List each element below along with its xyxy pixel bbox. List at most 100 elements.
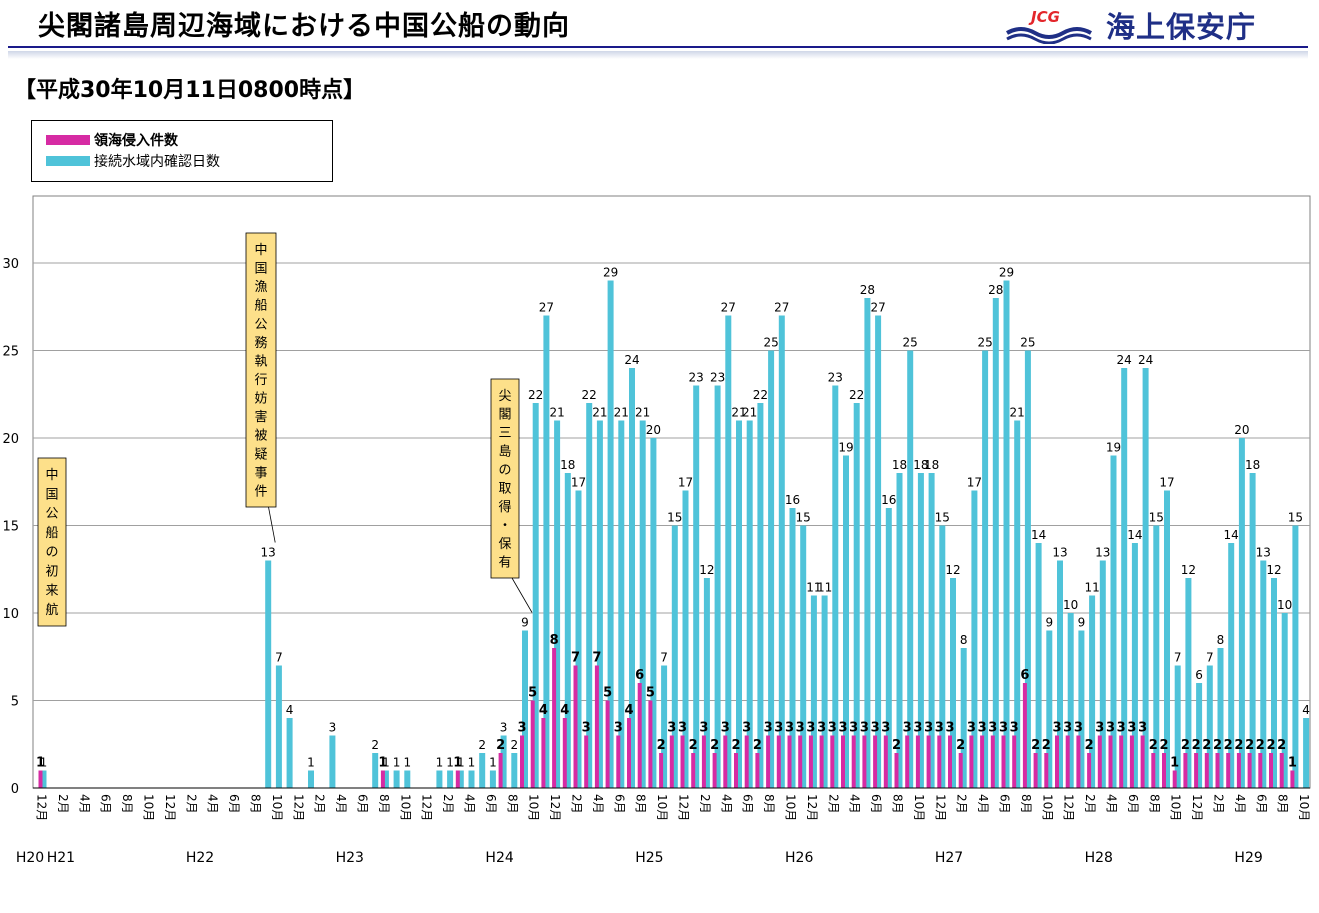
data-label-contiguous: 12	[945, 563, 960, 577]
bar-contiguous	[661, 665, 668, 788]
bar-contiguous	[1099, 560, 1106, 788]
bar-contiguous	[982, 350, 989, 788]
bar-intrusion	[530, 700, 535, 788]
bar-intrusion	[1129, 735, 1134, 788]
x-tick-label: 12月	[805, 794, 819, 821]
bar-contiguous	[853, 403, 860, 788]
data-label-contiguous: 24	[1138, 353, 1153, 367]
year-label: H28	[1085, 850, 1113, 866]
bar-contiguous	[489, 770, 496, 788]
data-label-intrusion: 3	[1138, 721, 1147, 736]
x-tick-label: 6月	[1126, 794, 1140, 814]
data-label-intrusion: 3	[924, 721, 933, 736]
bar-intrusion	[1258, 753, 1263, 788]
bar-intrusion	[562, 718, 567, 788]
x-tick-label: 10月	[1169, 794, 1183, 821]
bar-contiguous	[639, 420, 646, 788]
bar-contiguous	[1217, 648, 1224, 788]
data-label-contiguous: 13	[1256, 546, 1271, 560]
bar-intrusion	[455, 770, 460, 788]
bar-contiguous	[1142, 368, 1149, 788]
y-tick-label: 10	[2, 607, 19, 622]
bar-contiguous	[40, 770, 47, 788]
bar-contiguous	[1035, 543, 1042, 788]
bar-contiguous	[1228, 543, 1235, 788]
bar-contiguous	[1303, 718, 1310, 788]
data-label-intrusion: 3	[828, 721, 837, 736]
x-tick-label: 2月	[826, 794, 840, 814]
data-label-contiguous: 28	[988, 283, 1003, 297]
bar-intrusion	[883, 735, 888, 788]
bar-intrusion	[990, 735, 995, 788]
data-label-contiguous: 16	[785, 493, 800, 507]
data-label-intrusion: 3	[667, 721, 676, 736]
bar-intrusion	[830, 735, 835, 788]
annotation-pointer	[268, 506, 276, 543]
x-tick-label: 12月	[548, 794, 562, 821]
bar-contiguous	[543, 315, 550, 788]
data-label-contiguous: 27	[870, 301, 885, 315]
bar-contiguous	[650, 438, 657, 788]
data-label-contiguous: 1	[457, 756, 465, 770]
data-label-contiguous: 2	[371, 738, 379, 752]
bar-intrusion	[659, 753, 664, 788]
wave-icon	[1006, 27, 1092, 44]
x-tick-label: 8月	[1147, 794, 1161, 814]
bar-intrusion	[1140, 735, 1145, 788]
data-label-contiguous: 20	[1234, 423, 1249, 437]
title-rule-shade	[8, 51, 1308, 59]
bar-intrusion	[669, 735, 674, 788]
page-title: 尖閣諸島周辺海域における中国公船の動向	[38, 11, 570, 42]
data-label-intrusion: 3	[935, 721, 944, 736]
annotation: 中国公船の初来航	[37, 457, 67, 627]
data-label-contiguous: 21	[549, 406, 564, 420]
data-label-intrusion: 3	[1010, 721, 1019, 736]
bars	[38, 280, 1310, 788]
data-label-contiguous: 13	[1052, 546, 1067, 560]
annotation-text: 尖閣三島の取得・保有	[498, 389, 511, 571]
data-label-contiguous: 27	[721, 301, 736, 315]
annotation-box	[490, 378, 520, 579]
bar-intrusion	[1172, 770, 1177, 788]
data-label-contiguous: 4	[1302, 703, 1310, 717]
year-label: H21	[47, 850, 75, 866]
year-label: H24	[485, 850, 513, 866]
data-label-contiguous: 9	[1045, 616, 1053, 630]
bar-contiguous	[1174, 665, 1181, 788]
x-tick-label: 8月	[505, 794, 519, 814]
bar-intrusion	[1012, 735, 1017, 788]
data-label-intrusion: 3	[699, 721, 708, 736]
annotation: 尖閣三島の取得・保有	[490, 378, 533, 613]
bar-contiguous	[393, 770, 400, 788]
gridlines	[32, 195, 1311, 789]
data-label-contiguous: 9	[1078, 616, 1086, 630]
bar-contiguous	[265, 560, 272, 788]
data-label-contiguous: 13	[261, 546, 276, 560]
data-label-intrusion: 3	[903, 721, 912, 736]
data-label-intrusion: 1	[1288, 756, 1297, 771]
data-label-contiguous: 17	[678, 476, 693, 490]
x-tick-label: 8月	[891, 794, 905, 814]
bar-intrusion	[980, 735, 985, 788]
data-label-intrusion: 3	[1106, 721, 1115, 736]
bar-contiguous	[1238, 438, 1245, 788]
y-tick-label: 20	[2, 432, 19, 447]
bar-contiguous	[960, 648, 967, 788]
data-label-contiguous: 21	[635, 406, 650, 420]
bar-intrusion	[1226, 753, 1231, 788]
bar-intrusion	[616, 735, 621, 788]
data-label-contiguous: 27	[539, 301, 554, 315]
data-label-intrusion: 3	[678, 721, 687, 736]
bar-contiguous	[575, 490, 582, 788]
data-label-intrusion: 2	[1159, 738, 1168, 753]
data-label-contiguous: 19	[1106, 441, 1121, 455]
bar-contiguous	[1046, 630, 1053, 788]
data-label-contiguous: 24	[1117, 353, 1132, 367]
bar-intrusion	[744, 735, 749, 788]
bar-contiguous	[682, 490, 689, 788]
bar-intrusion	[498, 753, 503, 788]
subtitle: 【平成30年10月11日0800時点】	[14, 78, 366, 103]
bar-contiguous	[1249, 473, 1256, 788]
bar-intrusion	[798, 735, 803, 788]
data-label-contiguous: 12	[699, 563, 714, 577]
